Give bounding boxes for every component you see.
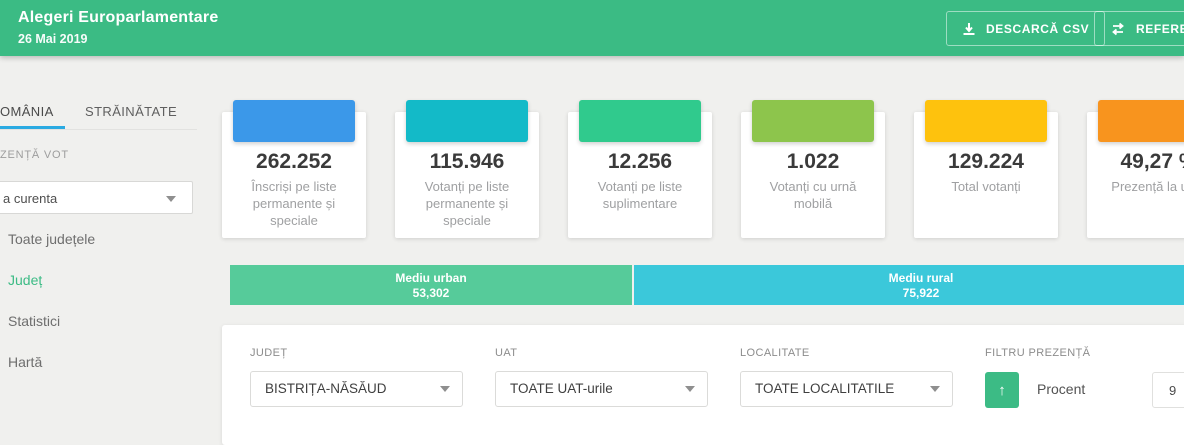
app-header: Alegeri Europarlamentare 26 Mai 2019 DES…: [0, 0, 1184, 56]
active-tab-indicator: [0, 126, 65, 129]
presence-dropdown-value: a curenta: [3, 191, 58, 206]
urban-segment-label: Mediu urban: [395, 270, 467, 285]
turnout-rural-segment: Mediu rural 75,922: [634, 265, 1184, 305]
card-value: 129.224: [948, 150, 1024, 173]
uat-filter-label: UAT: [495, 347, 518, 359]
chevron-down-icon: [930, 386, 940, 392]
swap-arrows-icon: [1110, 22, 1126, 36]
chevron-down-icon: [685, 386, 695, 392]
card-value: 49,27 %: [1120, 150, 1184, 173]
download-icon: [962, 22, 976, 36]
stat-card-inscrisi-liste: 262.252 Înscriși pe liste permanente și …: [222, 100, 366, 238]
judet-select-value: BISTRIȚA-NĂSĂUD: [265, 381, 387, 396]
card-label: Votanți pe liste suplimentare: [597, 179, 683, 211]
chevron-down-icon: [166, 196, 176, 202]
rural-segment-label: Mediu rural: [888, 270, 954, 285]
card-label: Total votanți: [951, 179, 1021, 194]
judet-select[interactable]: BISTRIȚA-NĂSĂUD: [250, 371, 463, 407]
stat-card-urna-mobila: 1.022 Votanți cu urnă mobilă: [741, 100, 885, 238]
card-color-bar: [752, 100, 874, 142]
prezenta-filter-label: FILTRU PREZENȚĂ: [985, 347, 1091, 359]
turnout-urban-segment: Mediu urban 53,302: [230, 265, 632, 305]
localitate-select[interactable]: TOATE LOCALITATILE: [740, 371, 953, 407]
card-value: 12.256: [607, 150, 673, 173]
card-color-bar: [233, 100, 355, 142]
card-label: Votanți cu urnă mobilă: [769, 179, 857, 211]
referendum-label: REFERENDUM: [1136, 21, 1184, 36]
tab-romania[interactable]: OMÂNIA: [0, 104, 54, 119]
card-color-bar: [925, 100, 1047, 142]
presence-dropdown[interactable]: a curenta: [0, 181, 193, 214]
download-csv-button[interactable]: DESCARCĂ CSV: [946, 11, 1106, 46]
sidebar-item-toate-judetele[interactable]: Toate județele: [8, 231, 96, 247]
localitate-filter-label: LOCALITATE: [740, 347, 810, 359]
card-value: 262.252: [256, 150, 332, 173]
sidebar-item-harta[interactable]: Hartă: [8, 354, 43, 370]
arrow-up-icon: ↑: [998, 382, 1006, 399]
prezenta-option-label: Procent: [1037, 381, 1086, 397]
stat-card-total-votanti: 129.224 Total votanți: [914, 100, 1058, 238]
stat-card-prezenta-urne: 49,27 % Prezență la urne: [1087, 100, 1184, 238]
referendum-button[interactable]: REFERENDUM: [1094, 11, 1184, 46]
download-csv-label: DESCARCĂ CSV: [986, 21, 1090, 36]
tab-strainatate[interactable]: STRĂINĂTATE: [85, 104, 178, 119]
rural-segment-value: 75,922: [902, 285, 940, 300]
judet-filter-label: JUDEȚ: [250, 347, 288, 359]
stat-card-votanti-suplimentare: 12.256 Votanți pe liste suplimentare: [568, 100, 712, 238]
prezenta-value-input[interactable]: [1152, 372, 1184, 408]
card-color-bar: [1098, 100, 1184, 142]
uat-select-value: TOATE UAT-urile: [510, 381, 613, 396]
uat-select[interactable]: TOATE UAT-urile: [495, 371, 708, 407]
sidebar-item-judet[interactable]: Județ: [8, 272, 43, 288]
tab-divider: [0, 129, 197, 130]
filter-panel: JUDEȚ UAT LOCALITATE FILTRU PREZENȚĂ BIS…: [222, 325, 1184, 445]
page-date: 26 Mai 2019: [18, 32, 88, 46]
card-value: 1.022: [786, 150, 840, 173]
card-label: Prezență la urne: [1111, 179, 1184, 194]
sort-ascending-button[interactable]: ↑: [985, 372, 1019, 408]
urban-segment-value: 53,302: [412, 285, 450, 300]
card-label: Votanți pe liste permanente și speciale: [424, 179, 510, 228]
stat-card-votanti-permanente: 115.946 Votanți pe liste permanente și s…: [395, 100, 539, 238]
localitate-select-value: TOATE LOCALITATILE: [755, 381, 895, 396]
card-value: 115.946: [429, 150, 505, 173]
card-color-bar: [579, 100, 701, 142]
card-color-bar: [406, 100, 528, 142]
chevron-down-icon: [440, 386, 450, 392]
page-title: Alegeri Europarlamentare: [18, 9, 219, 26]
presence-section-label: ZENȚĂ VOT: [0, 149, 69, 161]
card-label: Înscriși pe liste permanente și speciale: [251, 179, 337, 228]
sidebar-item-statistici[interactable]: Statistici: [8, 313, 61, 329]
